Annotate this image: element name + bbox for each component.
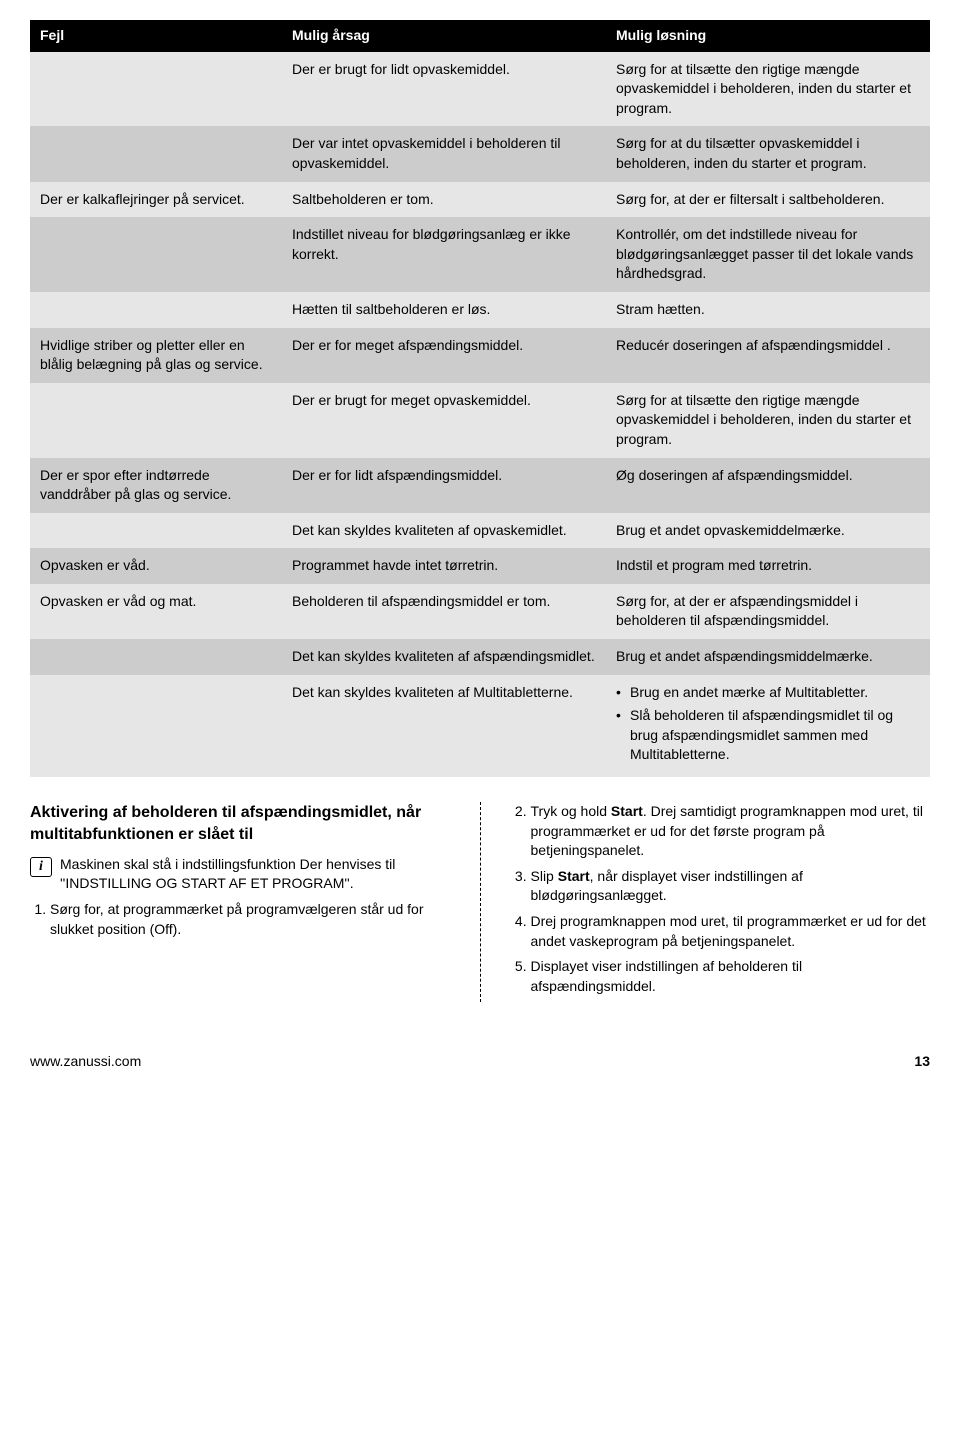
th-aarsag: Mulig årsag (282, 20, 606, 52)
cell-fejl: Opvasken er våd. (30, 548, 282, 584)
table-row: Der var intet opvaskemiddel i beholderen… (30, 126, 930, 181)
cell-fejl (30, 217, 282, 292)
cell-loesning: Brug et andet afspændingsmiddelmærke. (606, 639, 930, 675)
cell-loesning: Stram hætten. (606, 292, 930, 328)
step-item: Drej programknappen mod uret, til progra… (531, 912, 931, 951)
cell-loesning: Kontrollér, om det indstillede niveau fo… (606, 217, 930, 292)
cell-aarsag: Beholderen til afspændingsmiddel er tom. (282, 584, 606, 639)
cell-aarsag: Programmet havde intet tørretrin. (282, 548, 606, 584)
cell-aarsag: Det kan skyldes kvaliteten af Multitable… (282, 675, 606, 777)
section-heading: Aktivering af beholderen til afspændings… (30, 802, 450, 847)
cell-fejl (30, 383, 282, 458)
cell-aarsag: Der er brugt for meget opvaskemiddel. (282, 383, 606, 458)
page-footer: www.zanussi.com 13 (30, 1052, 930, 1072)
table-row: Der er spor efter indtørrede vanddråber … (30, 458, 930, 513)
table-row: Det kan skyldes kvaliteten af afspænding… (30, 639, 930, 675)
footer-url: www.zanussi.com (30, 1052, 141, 1072)
th-loesning: Mulig løsning (606, 20, 930, 52)
step-item: Displayet viser indstillingen af beholde… (531, 957, 931, 996)
left-column: Aktivering af beholderen til afspændings… (30, 802, 450, 1002)
table-row: Indstillet niveau for blødgøringsanlæg e… (30, 217, 930, 292)
footer-page: 13 (914, 1052, 930, 1072)
cell-loesning: Indstil et program med tørretrin. (606, 548, 930, 584)
table-row: Der er kalkaflejringer på servicet.Saltb… (30, 182, 930, 218)
cell-fejl: Opvasken er våd og mat. (30, 584, 282, 639)
cell-aarsag: Indstillet niveau for blødgøringsanlæg e… (282, 217, 606, 292)
cell-aarsag: Der er brugt for lidt opvaskemiddel. (282, 52, 606, 127)
cell-loesning: Brug en andet mærke af Multitabletter. Sl… (606, 675, 930, 777)
table-row: Hvidlige striber og pletter eller en blå… (30, 328, 930, 383)
table-row: Der er brugt for lidt opvaskemiddel.Sørg… (30, 52, 930, 127)
cell-fejl (30, 675, 282, 777)
table-row: Hætten til saltbeholderen er løs.Stram h… (30, 292, 930, 328)
info-icon: i (30, 857, 52, 877)
cell-loesning: Øg doseringen af afspændingsmiddel. (606, 458, 930, 513)
cell-loesning: Reducér doseringen af afspændingsmiddel … (606, 328, 930, 383)
cell-loesning: Brug et andet opvaskemiddelmærke. (606, 513, 930, 549)
cell-aarsag: Der er for lidt afspændingsmiddel. (282, 458, 606, 513)
cell-fejl: Der er spor efter indtørrede vanddråber … (30, 458, 282, 513)
cell-loesning: Sørg for, at der er afspændingsmiddel i … (606, 584, 930, 639)
table-row: Der er brugt for meget opvaskemiddel.Sør… (30, 383, 930, 458)
cell-aarsag: Hætten til saltbeholderen er løs. (282, 292, 606, 328)
instruction-columns: Aktivering af beholderen til afspændings… (30, 802, 930, 1002)
cell-fejl (30, 513, 282, 549)
table-row: Opvasken er våd.Programmet havde intet t… (30, 548, 930, 584)
cell-loesning: Sørg for at tilsætte den rigtige mængde … (606, 52, 930, 127)
left-steps: Sørg for, at programmærket på programvæl… (30, 900, 450, 939)
list-item: Slå beholderen til afspændingsmidlet til… (616, 706, 920, 765)
table-row: Opvasken er våd og mat.Beholderen til af… (30, 584, 930, 639)
cell-fejl (30, 52, 282, 127)
cell-loesning: Sørg for, at der er filtersalt i saltbeh… (606, 182, 930, 218)
cell-aarsag: Der er for meget afspændingsmiddel. (282, 328, 606, 383)
table-row: Det kan skyldes kvaliteten af opvaskemid… (30, 513, 930, 549)
cell-fejl (30, 292, 282, 328)
cell-fejl: Hvidlige striber og pletter eller en blå… (30, 328, 282, 383)
list-item: Brug en andet mærke af Multitabletter. (616, 683, 920, 703)
column-divider (480, 802, 481, 1002)
info-text: Maskinen skal stå i indstillingsfunktion… (60, 855, 450, 894)
step-item: Slip Start, når displayet viser indstill… (531, 867, 931, 906)
cell-fejl (30, 639, 282, 675)
step-item: Tryk og hold Start. Drej samtidigt progr… (531, 802, 931, 861)
cell-fejl (30, 126, 282, 181)
cell-aarsag: Saltbeholderen er tom. (282, 182, 606, 218)
th-fejl: Fejl (30, 20, 282, 52)
cell-fejl: Der er kalkaflejringer på servicet. (30, 182, 282, 218)
cell-aarsag: Der var intet opvaskemiddel i beholderen… (282, 126, 606, 181)
troubleshoot-table: Fejl Mulig årsag Mulig løsning Der er br… (30, 20, 930, 777)
table-row: Det kan skyldes kvaliteten af Multitable… (30, 675, 930, 777)
info-row: i Maskinen skal stå i indstillingsfunkti… (30, 855, 450, 894)
cell-loesning: Sørg for at tilsætte den rigtige mængde … (606, 383, 930, 458)
step-item: Sørg for, at programmærket på programvæl… (50, 900, 450, 939)
cell-aarsag: Det kan skyldes kvaliteten af afspænding… (282, 639, 606, 675)
cell-aarsag: Det kan skyldes kvaliteten af opvaskemid… (282, 513, 606, 549)
cell-loesning: Sørg for at du tilsætter opvaskemiddel i… (606, 126, 930, 181)
right-steps: Tryk og hold Start. Drej samtidigt progr… (511, 802, 931, 996)
right-column: Tryk og hold Start. Drej samtidigt progr… (511, 802, 931, 1002)
